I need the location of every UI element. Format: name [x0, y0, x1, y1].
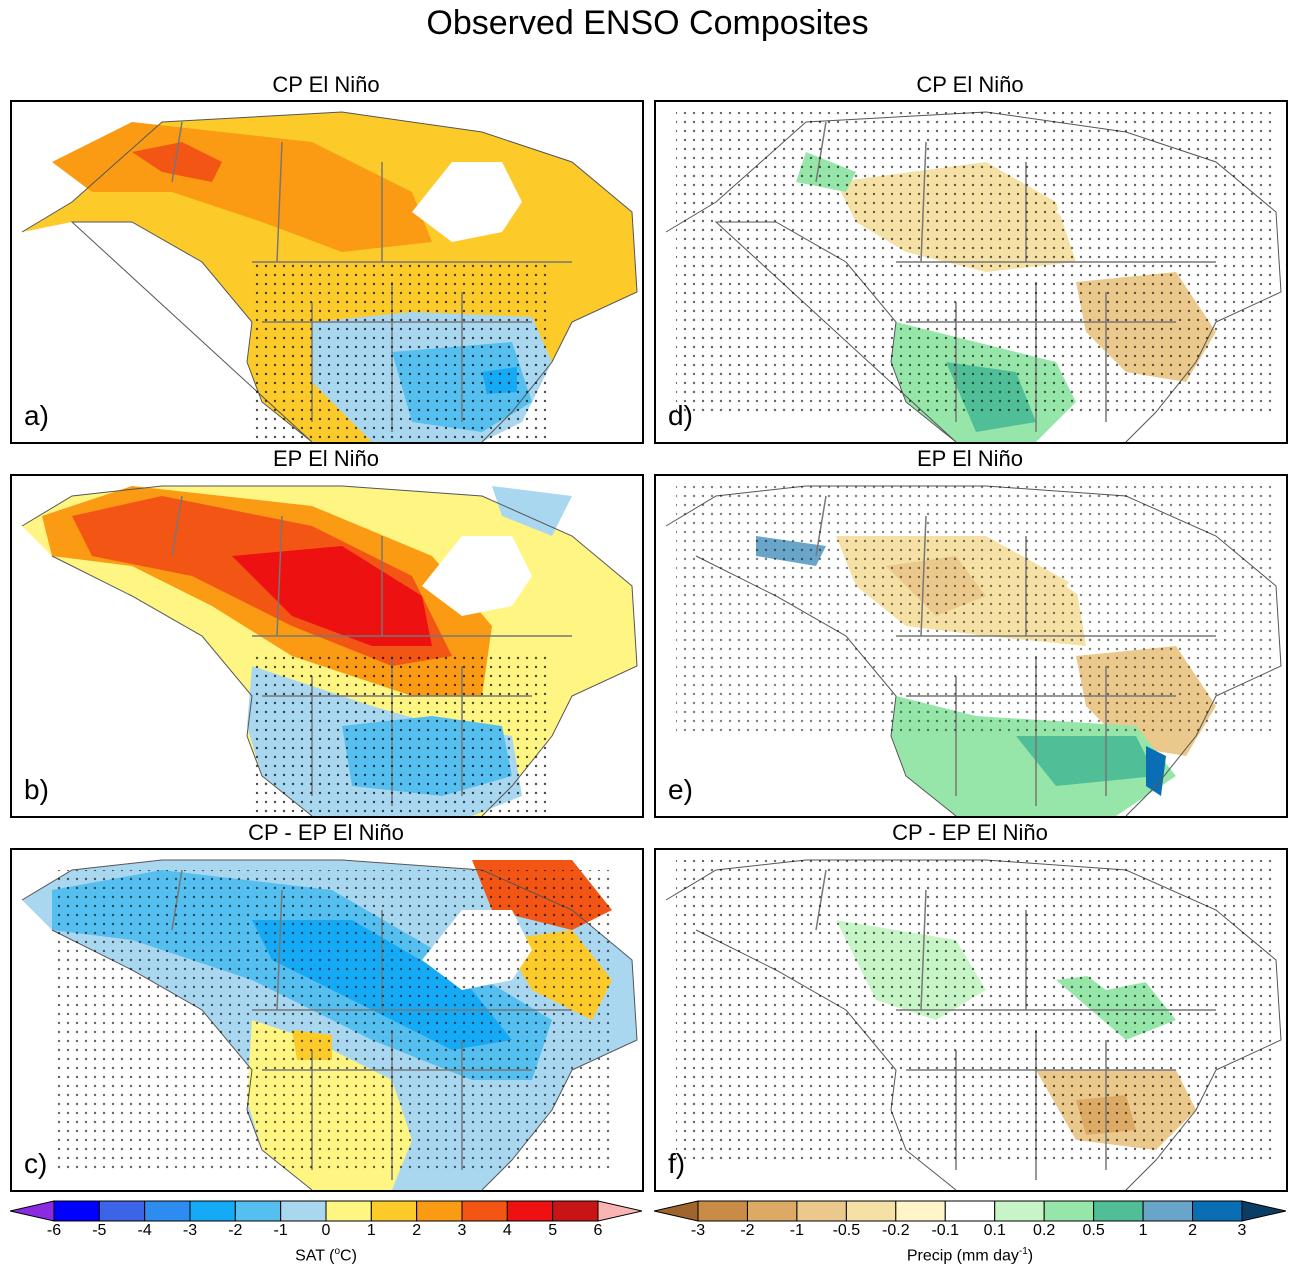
panel-d-map: d)	[654, 100, 1288, 444]
precip-colorbar-tick-label: -0.1	[931, 1222, 960, 1239]
sat-colorbar-segment	[370, 1200, 418, 1222]
sat-colorbar-tick-label: -3	[182, 1222, 198, 1239]
sat-colorbar-tick-label: 2	[412, 1222, 422, 1239]
panel-a-map: a)	[10, 100, 644, 444]
precip-colorbar-segment	[1043, 1200, 1095, 1222]
cool-northeast	[492, 486, 572, 536]
panel-d-title: CP El Niño	[916, 72, 1024, 97]
panel-a-title: CP El Niño	[272, 72, 380, 97]
precip-colorbar-tick-label: 0.5	[1082, 1222, 1105, 1239]
sat-colorbar-segment	[416, 1200, 463, 1222]
sat-colorbar-ticks: -6 -5 -4 -3 -2 -1 0 1 2 3 4 5 6	[10, 1222, 642, 1242]
sat-colorbar-min-arrow	[10, 1200, 55, 1222]
panel-c-map: c)	[10, 848, 644, 1192]
precip-colorbar-segment	[1142, 1200, 1194, 1222]
sat-ep-map	[21, 485, 638, 816]
sat-colorbar-tick-label: -5	[92, 1222, 107, 1239]
precip-colorbar-ticks: -3 -2 -1 -0.5 -0.2 -0.1 0.1 0.2 0.5 1 2 3	[654, 1222, 1286, 1242]
panel-f-map: f)	[654, 848, 1288, 1192]
wet-florida	[1146, 746, 1166, 796]
precip-colorbar-tick-label: -0.5	[832, 1222, 861, 1239]
significance-stipple	[52, 870, 612, 1170]
significance-stipple	[676, 860, 1276, 1160]
sat-diff-map	[21, 859, 638, 1190]
precip-colorbar-label: Precip (mm day-1)	[906, 1246, 1034, 1265]
panel-a-label: a)	[24, 400, 49, 431]
precip-colorbar-max-arrow	[1241, 1200, 1286, 1222]
sat-colorbar	[10, 1200, 642, 1222]
sat-colorbar-segment	[552, 1200, 599, 1222]
sat-colorbar-segment	[461, 1200, 508, 1222]
hudson-bay	[412, 162, 522, 242]
precip-colorbar	[654, 1200, 1286, 1222]
sat-colorbar-tick-label: 3	[457, 1222, 467, 1239]
precip-colorbar-segment	[845, 1200, 897, 1222]
sat-colorbar-label: SAT (oC)	[295, 1246, 357, 1265]
panel-f-title: CP - EP El Niño	[892, 820, 1048, 845]
precip-cp-map	[665, 111, 1282, 442]
sat-colorbar-segment	[506, 1200, 554, 1222]
precip-colorbar-segment	[895, 1200, 946, 1222]
precip-colorbar-segment	[746, 1200, 798, 1222]
panel-e-map: e)	[654, 474, 1288, 818]
significance-stipple	[676, 486, 1276, 736]
sat-colorbar-segment	[144, 1200, 191, 1222]
precip-colorbar-segment	[944, 1200, 996, 1222]
precip-colorbar-tick-label: -0.2	[882, 1222, 910, 1239]
panel-b-map: b)	[10, 474, 644, 818]
precip-colorbar-tick-label: 1	[1138, 1222, 1148, 1239]
significance-stipple	[252, 262, 552, 442]
precip-colorbar-segment	[796, 1200, 847, 1222]
precip-colorbar-tick-label: 2	[1188, 1222, 1197, 1239]
panel-e-title: EP El Niño	[917, 446, 1023, 471]
sat-colorbar-tick-label: -6	[46, 1222, 62, 1239]
sat-colorbar-tick-label: -4	[137, 1222, 152, 1239]
panel-b-label: b)	[24, 774, 49, 805]
panel-c-label: c)	[24, 1148, 48, 1179]
panel-b-title: EP El Niño	[273, 446, 379, 471]
panel-c-title: CP - EP El Niño	[248, 820, 404, 845]
precip-colorbar-tick-label: -2	[740, 1222, 755, 1239]
precip-ep-map	[665, 485, 1282, 816]
hudson-bay	[422, 536, 532, 616]
precip-colorbar-segment	[1192, 1200, 1243, 1222]
panel-d-label: d)	[668, 400, 693, 431]
precip-colorbar-segment	[994, 1200, 1045, 1222]
significance-stipple	[252, 656, 552, 816]
sat-colorbar-tick-label: 1	[366, 1222, 376, 1239]
sat-colorbar-tick-label: 5	[548, 1222, 558, 1239]
precip-colorbar-tick-label: 3	[1237, 1222, 1247, 1239]
sat-colorbar-tick-label: 4	[502, 1222, 512, 1239]
sat-colorbar-max-arrow	[597, 1200, 642, 1222]
significance-stipple	[676, 112, 1276, 412]
sat-cp-map	[21, 111, 638, 442]
precip-colorbar-tick-label: 0.1	[983, 1222, 1006, 1239]
sat-colorbar-segment	[325, 1200, 372, 1222]
wet-core	[1016, 736, 1156, 786]
precip-colorbar-tick-label: 0.2	[1033, 1222, 1056, 1239]
sat-colorbar-segment	[98, 1200, 146, 1222]
sat-colorbar-tick-label: -1	[273, 1222, 288, 1239]
precip-colorbar-segment	[697, 1200, 748, 1222]
sat-colorbar-segment	[234, 1200, 282, 1222]
precip-colorbar-tick-label: -3	[690, 1222, 706, 1239]
sat-colorbar-tick-label: 0	[321, 1222, 331, 1239]
sat-colorbar-tick-label: -2	[228, 1222, 243, 1239]
precip-diff-map	[665, 859, 1282, 1190]
precip-colorbar-tick-label: -1	[789, 1222, 805, 1239]
panel-f-label: f)	[668, 1148, 686, 1179]
sat-colorbar-segment	[280, 1200, 327, 1222]
figure-title: Observed ENSO Composites	[426, 4, 869, 42]
sat-colorbar-tick-label: 6	[593, 1222, 603, 1239]
sat-colorbar-segment	[189, 1200, 236, 1222]
precip-colorbar-segment	[1093, 1200, 1144, 1222]
warm-core	[132, 142, 222, 182]
panel-e-label: e)	[668, 774, 693, 805]
sat-colorbar-segment	[53, 1200, 100, 1222]
precip-colorbar-min-arrow	[654, 1200, 699, 1222]
